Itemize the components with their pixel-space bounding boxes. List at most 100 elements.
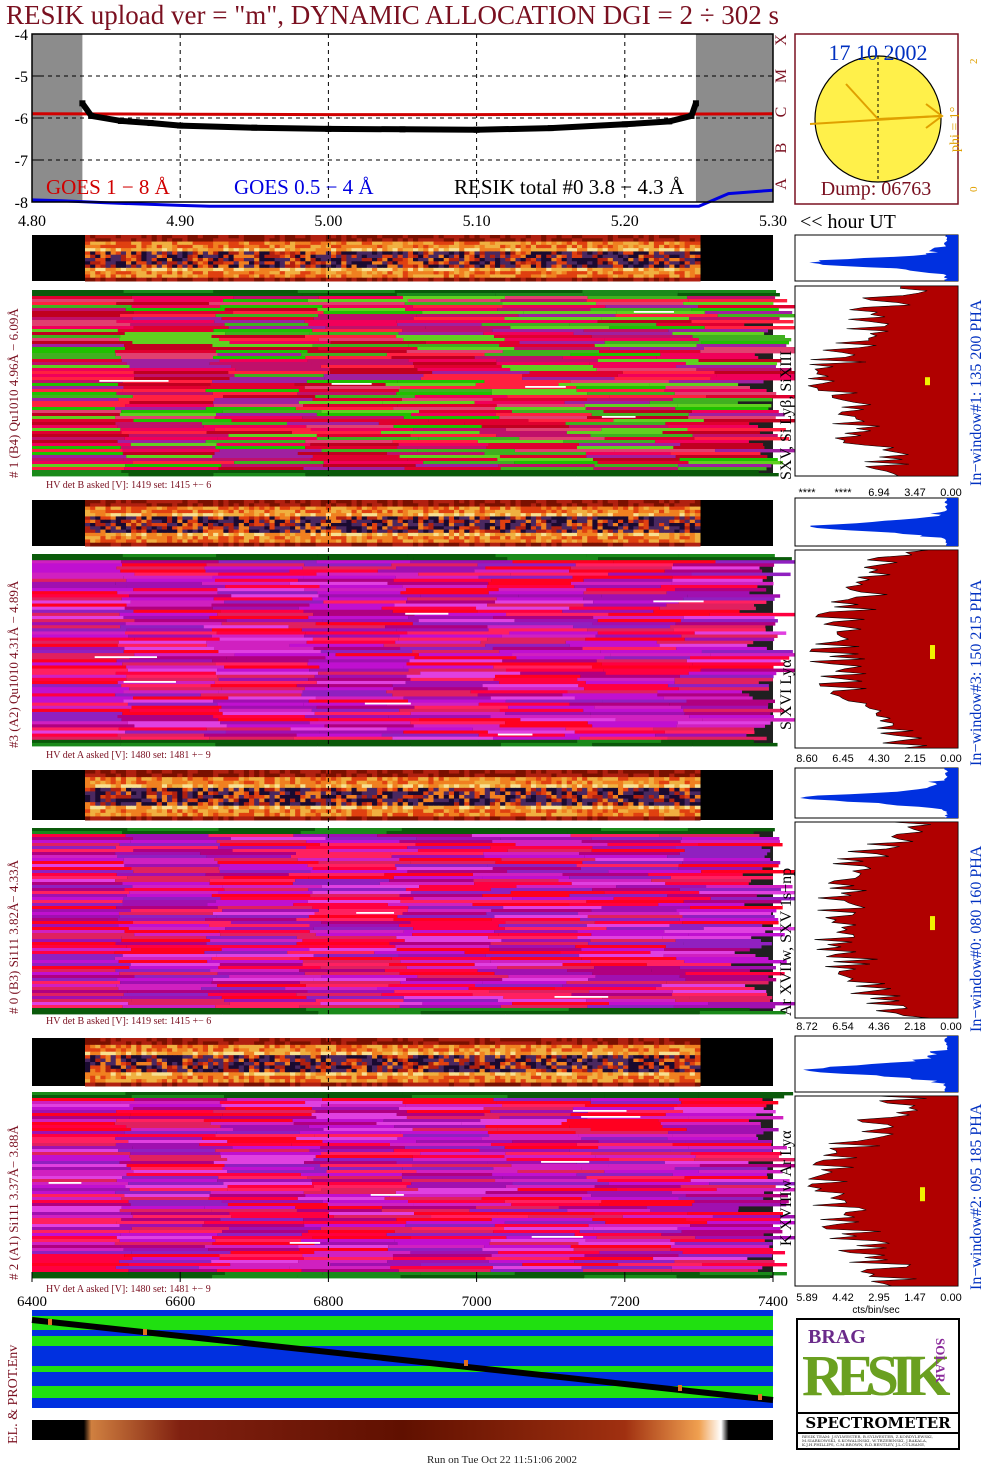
strip-pixel [177, 500, 183, 504]
strip-pixel [694, 238, 701, 243]
strip-pixel [423, 241, 429, 246]
raster-band [617, 374, 717, 378]
strip-pixel [423, 519, 429, 524]
strip-pixel [525, 780, 532, 785]
strip-pixel [664, 506, 670, 511]
raster-band [598, 557, 691, 561]
strip-pixel [218, 241, 224, 246]
strip-pixel [223, 784, 229, 789]
strip-pixel [295, 267, 301, 272]
strip-pixel [85, 264, 91, 269]
raster-band [123, 615, 210, 620]
strip-pixel [259, 777, 265, 782]
strip-pixel [377, 513, 383, 517]
strip-pixel [269, 251, 276, 256]
strip-pixel [612, 539, 619, 544]
strip-pixel [618, 506, 624, 511]
raster-band [406, 350, 503, 354]
raster-band [298, 606, 382, 611]
strip-pixel [674, 780, 680, 785]
strip-pixel [197, 238, 204, 243]
strip-pixel [577, 251, 583, 256]
raster-band [422, 311, 524, 315]
strip-pixel [141, 251, 147, 256]
strip-pixel [254, 248, 260, 252]
raster-band [32, 392, 117, 396]
strip-pixel [387, 509, 393, 514]
strip-pixel [172, 506, 178, 511]
strip-pixel [607, 264, 614, 269]
strip-pixel [243, 244, 250, 249]
strip-pixel [315, 274, 322, 279]
strip-pixel [187, 274, 194, 279]
raster-band [610, 653, 711, 657]
strip-pixel [126, 251, 132, 256]
strip-pixel [689, 235, 696, 239]
strip-pixel [474, 248, 481, 252]
raster-band [117, 643, 207, 648]
strip-pixel [228, 254, 235, 259]
strip-pixel [510, 542, 516, 547]
strip-pixel [623, 777, 629, 782]
strip-pixel [464, 777, 470, 782]
strip-pixel [612, 770, 619, 775]
raster-band [403, 470, 490, 474]
strip-pixel [315, 539, 322, 544]
strip-pixel [218, 773, 224, 778]
raster-band [661, 739, 754, 744]
raster-band [688, 413, 785, 417]
strip-pixel [592, 523, 598, 527]
raster-band [201, 422, 288, 426]
raster-band [322, 305, 413, 309]
strip-pixel [674, 258, 680, 262]
raster-band [586, 398, 673, 402]
strip-pixel [387, 235, 393, 239]
raster-band [32, 665, 127, 669]
raster-band [423, 461, 515, 465]
strip-pixel [684, 254, 691, 259]
strip-pixel [259, 241, 265, 246]
raster-band [597, 619, 682, 623]
strip-pixel [592, 503, 598, 508]
resik-point-2 [117, 117, 124, 124]
raster-band [696, 368, 792, 372]
raster-band [519, 437, 605, 441]
strip-pixel [310, 241, 317, 246]
strip-pixel [228, 770, 235, 775]
strip-pixel [402, 509, 409, 514]
strip-pixel [561, 238, 568, 243]
raster-band [514, 449, 615, 453]
strip-pixel [377, 248, 383, 252]
raster-band [209, 736, 294, 741]
strip-pixel [428, 274, 434, 279]
strip-pixel [361, 244, 368, 249]
strip-pixel [464, 532, 470, 537]
raster-band [399, 634, 502, 639]
strip-pixel [269, 503, 276, 508]
strip-pixel [525, 264, 532, 269]
strip-pixel [479, 506, 486, 511]
strip-pixel [300, 248, 306, 252]
strip-pixel [85, 277, 91, 282]
strip-pixel [515, 241, 522, 246]
raster-band [215, 671, 319, 676]
strip-pixel [694, 780, 701, 785]
strip-pixel [136, 274, 142, 279]
strip-pixel [689, 539, 696, 544]
strip-pixel [223, 526, 229, 531]
strip-pixel [495, 264, 501, 269]
raster-band [615, 718, 703, 722]
strip-pixel [454, 770, 460, 775]
strip-pixel [346, 238, 352, 243]
strip-pixel [464, 773, 470, 778]
raster-band [213, 715, 305, 719]
strip-pixel [597, 274, 604, 279]
strip-pixel [136, 542, 142, 547]
strip-pixel [136, 784, 142, 789]
strip-pixel [341, 542, 347, 547]
strip-pixel [156, 519, 163, 524]
strip-pixel [295, 503, 301, 508]
resik-point-11 [666, 118, 673, 125]
raster-highlight [525, 386, 566, 388]
strip-pixel [679, 271, 686, 275]
